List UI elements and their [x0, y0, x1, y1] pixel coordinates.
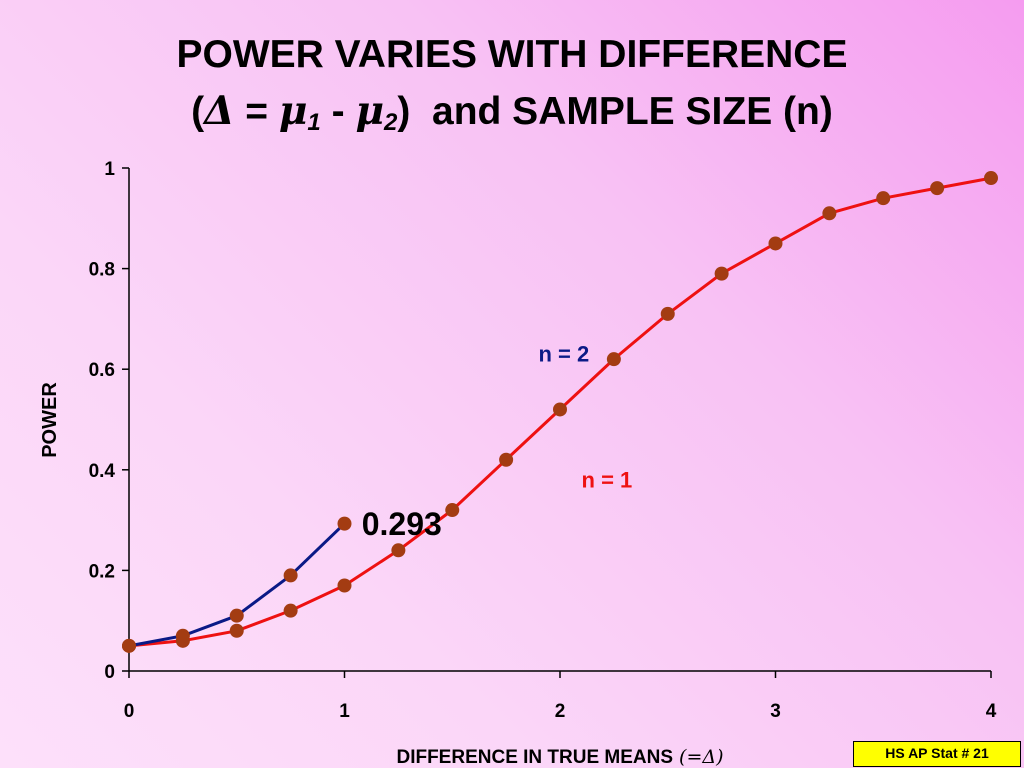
data-point-n2 [175, 628, 190, 643]
data-point-n1 [822, 206, 837, 221]
x-tick-label: 0 [124, 701, 135, 722]
data-point-n2 [283, 568, 298, 583]
y-tick-label: 0.8 [89, 260, 115, 281]
y-tick-label: 0.4 [89, 461, 116, 482]
data-point-n1 [984, 171, 998, 186]
slide-number-badge: HS AP Stat # 21 [853, 741, 1021, 767]
title-open-paren: ( [191, 90, 205, 133]
title-minus: - [320, 90, 356, 133]
title-close-paren: ) [397, 90, 411, 133]
y-tick-label: 0 [104, 662, 115, 683]
chart-title-line-2: (Δ = μ1 - μ2) and SAMPLE SIZE (n) [0, 88, 1024, 146]
title-subscript-2: 2 [383, 109, 398, 136]
title-delta-symbol: Δ [204, 88, 235, 134]
x-tick-label: 1 [339, 701, 350, 722]
data-point-n1 [876, 191, 891, 206]
x-tick-label: 2 [555, 701, 566, 722]
data-point-n2 [122, 638, 136, 653]
x-axis-label-text: DIFFERENCE IN TRUE MEANS [396, 747, 673, 768]
data-point-n1 [768, 236, 783, 251]
y-tick-label: 0.6 [89, 360, 115, 381]
title-subscript-1: 1 [307, 109, 321, 136]
data-point-n2 [337, 516, 352, 531]
title-equals: = [234, 90, 279, 133]
data-point-n1 [553, 402, 567, 417]
chart-axes: 0 1 2 3 4 0 0.2 0.4 0.6 0.8 1 [89, 159, 997, 722]
data-point-n2 [229, 608, 244, 623]
data-point-n1 [445, 503, 460, 518]
y-tick-label: 1 [104, 159, 115, 180]
y-axis-label: POWER [39, 382, 61, 458]
series-label-n1: n = 1 [582, 467, 633, 492]
series-label-n2: n = 2 [538, 342, 589, 367]
title-rest: and SAMPLE SIZE (n) [410, 90, 833, 133]
data-point-n1 [391, 543, 406, 558]
data-point-n1 [714, 266, 729, 281]
chart-title-line-1: POWER VARIES WITH DIFFERENCE [176, 33, 848, 76]
x-axis-label-delta: (=Δ) [679, 746, 723, 768]
x-axis-label: DIFFERENCE IN TRUE MEANS (=Δ) [396, 746, 723, 768]
data-point-n1 [499, 452, 514, 467]
data-point-n1 [660, 306, 675, 321]
chart-series [122, 171, 998, 653]
chart-annotations: n = 2 n = 1 0.293 [362, 342, 633, 543]
data-point-n1 [283, 603, 298, 618]
title-mu-symbol-1: μ [278, 88, 308, 134]
value-label-0293: 0.293 [362, 506, 442, 542]
data-point-n1 [337, 578, 352, 593]
y-tick-label: 0.2 [89, 561, 115, 582]
x-tick-label: 3 [770, 701, 781, 722]
title-mu-symbol-2: μ [355, 88, 384, 134]
data-point-n1 [930, 181, 945, 196]
data-point-n1 [606, 352, 621, 367]
data-point-n1 [229, 623, 244, 638]
x-tick-label: 4 [986, 701, 997, 722]
